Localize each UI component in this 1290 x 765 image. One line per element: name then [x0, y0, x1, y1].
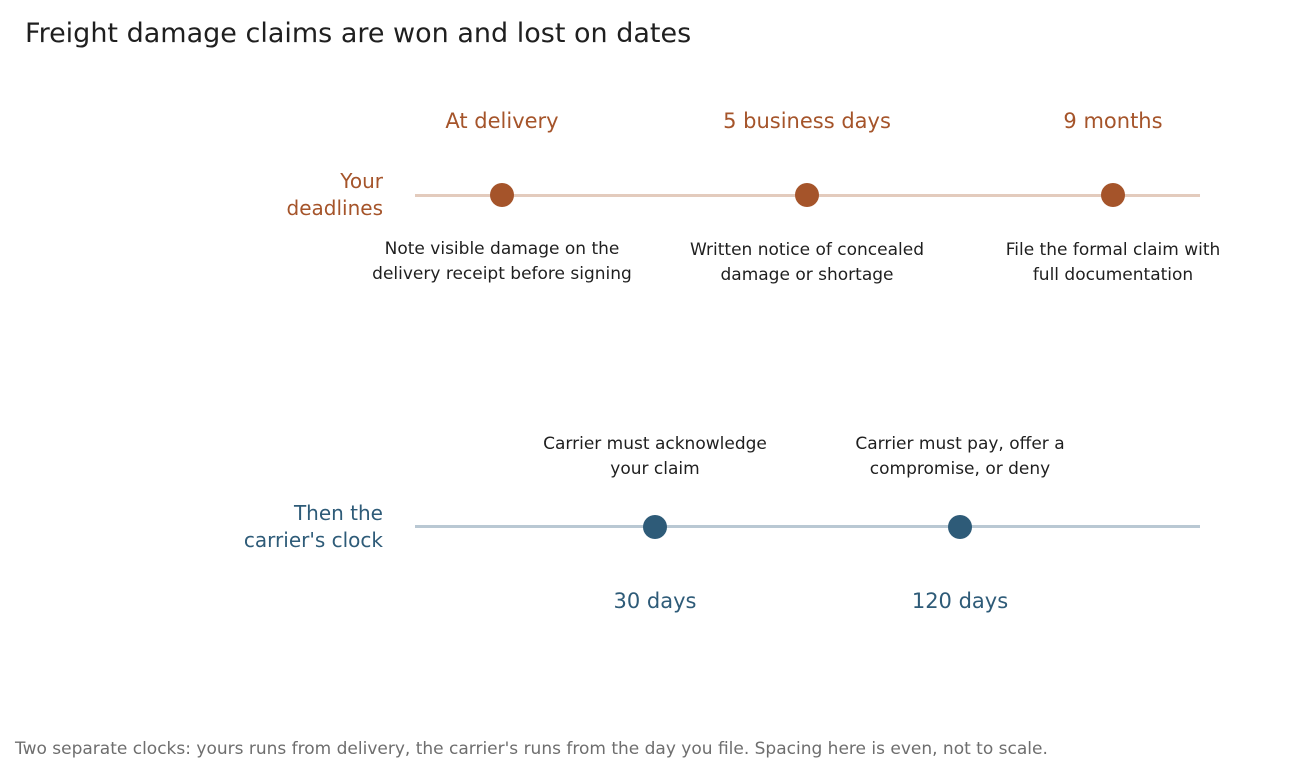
note-line: File the formal claim with: [1005, 240, 1221, 260]
note-line: damage or shortage: [720, 265, 894, 285]
row-label-line: carrier's clock: [243, 528, 383, 552]
note-line: compromise, or deny: [869, 459, 1051, 479]
row-label-line: deadlines: [286, 196, 383, 220]
milestone-note-9-months: File the formal claim with full document…: [953, 238, 1273, 288]
note-line: delivery receipt before signing: [372, 264, 632, 284]
page-title: Freight damage claims are won and lost o…: [25, 18, 692, 49]
milestone-note-30-days: Carrier must acknowledge your claim: [495, 432, 815, 482]
note-line: your claim: [610, 459, 700, 479]
note-line: Carrier must pay, offer a: [855, 434, 1065, 454]
carrier-clock-timeline-track: [415, 525, 1200, 528]
row-label-line: Your: [340, 169, 383, 193]
milestone-label-at-delivery: At delivery: [445, 109, 559, 133]
row-label-carriers-clock: Then the carrier's clock: [244, 500, 383, 554]
row-label-line: Then the: [293, 501, 383, 525]
note-line: Note visible damage on the: [384, 239, 620, 259]
milestone-note-120-days: Carrier must pay, offer a compromise, or…: [800, 432, 1120, 482]
milestone-label-120-days: 120 days: [911, 589, 1009, 613]
milestone-dot-5-business-days: [795, 183, 819, 207]
milestone-dot-120-days: [948, 515, 972, 539]
milestone-dot-9-months: [1101, 183, 1125, 207]
footnote-caption: Two separate clocks: yours runs from del…: [15, 739, 1048, 759]
milestone-label-30-days: 30 days: [613, 589, 697, 613]
note-line: full documentation: [1032, 265, 1194, 285]
milestone-dot-at-delivery: [490, 183, 514, 207]
milestone-label-9-months: 9 months: [1063, 109, 1163, 133]
milestone-dot-30-days: [643, 515, 667, 539]
note-line: Carrier must acknowledge: [543, 434, 767, 454]
milestone-note-5-business-days: Written notice of concealed damage or sh…: [647, 238, 967, 288]
milestone-note-at-delivery: Note visible damage on the delivery rece…: [342, 237, 662, 287]
note-line: Written notice of concealed: [689, 240, 924, 260]
row-label-your-deadlines: Your deadlines: [287, 168, 383, 222]
milestone-label-5-business-days: 5 business days: [723, 109, 891, 133]
